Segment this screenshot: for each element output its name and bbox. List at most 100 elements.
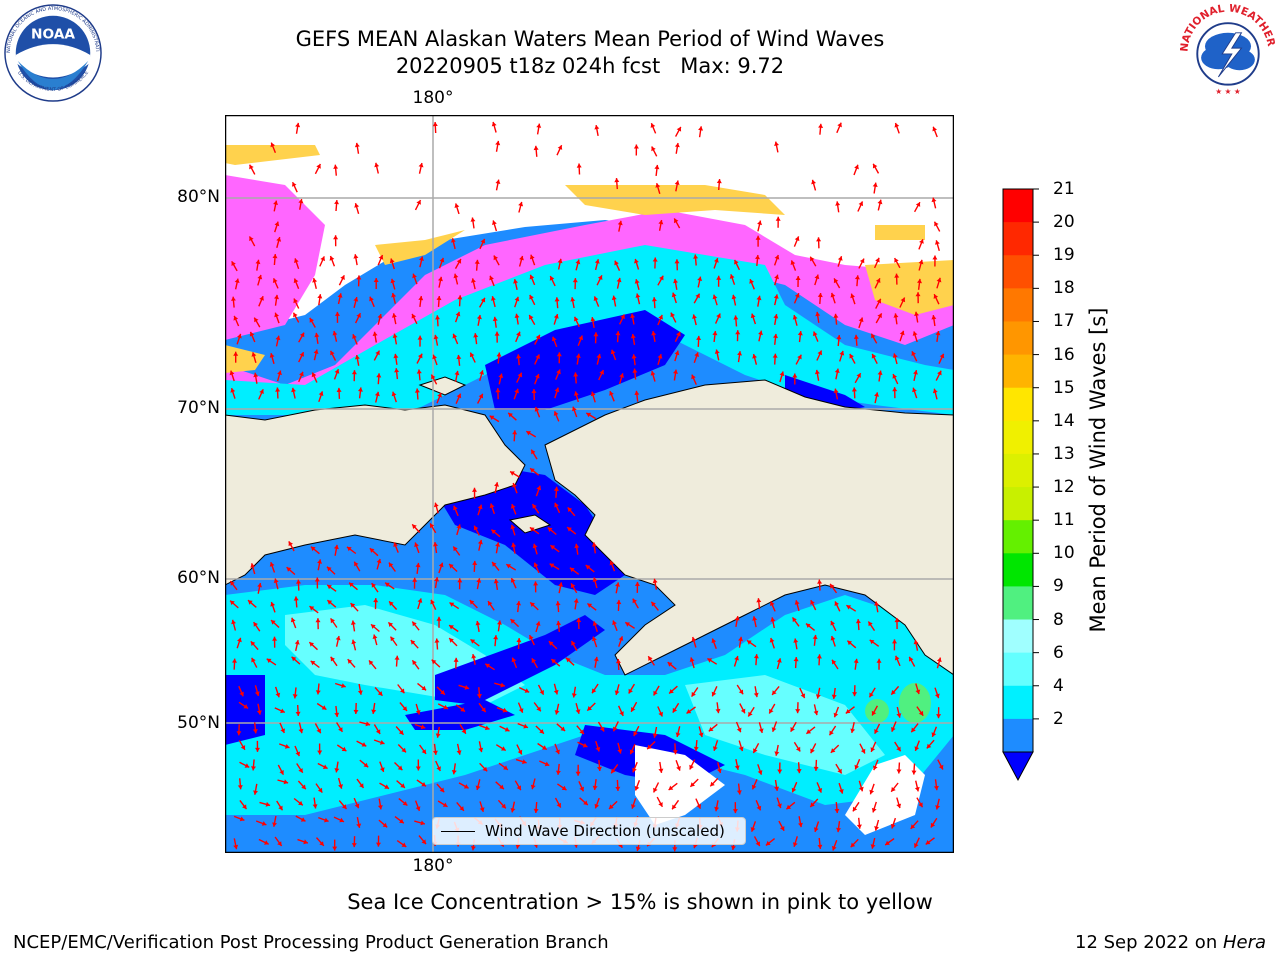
wave-direction-arrowhead (334, 768, 340, 773)
wave-direction-arrowhead (239, 691, 244, 697)
lat-label-50: 50°N (177, 713, 220, 733)
wave-direction-arrowhead (309, 317, 314, 323)
wave-direction-arrowhead (792, 315, 798, 320)
wave-direction-arrowhead (471, 654, 477, 659)
wave-direction-arrowhead (432, 354, 437, 360)
lon-label-bottom: 180° (412, 856, 454, 876)
wave-direction-arrowhead (249, 331, 255, 337)
wave-direction-arrowhead (620, 314, 625, 320)
wave-direction-arrowhead (891, 787, 896, 792)
wave-direction-arrowhead (837, 256, 843, 261)
wave-direction-arrowhead (572, 278, 578, 283)
wave-direction-arrowhead (530, 468, 535, 473)
wave-direction-arrowhead (536, 123, 542, 128)
wave-direction-arrowhead (271, 620, 276, 625)
wave-direction-arrowhead (299, 371, 304, 377)
wave-direction-arrowhead (651, 331, 657, 336)
wave-direction-arrowhead (711, 638, 717, 644)
wave-direction-arrowhead (628, 688, 633, 694)
wave-direction-arrowhead (793, 657, 799, 662)
wave-direction-arrowhead (769, 708, 774, 714)
wave-direction-arrowhead (369, 296, 374, 302)
wave-direction-arrowhead (234, 278, 240, 283)
wave-direction-arrowhead (333, 164, 339, 169)
wave-direction-arrowhead (698, 732, 704, 738)
wave-direction-arrowhead (529, 315, 534, 320)
wave-direction-arrowhead (874, 392, 879, 397)
wave-direction-arrowhead (391, 391, 397, 397)
wave-direction-arrowhead (609, 560, 615, 566)
wave-direction-arrowhead (756, 805, 762, 811)
wave-direction-arrowhead (579, 786, 584, 792)
wave-direction-arrowhead (515, 844, 521, 849)
wave-direction-arrowhead (693, 254, 699, 259)
wave-direction-arrowhead (852, 692, 858, 697)
wave-direction-arrowhead (369, 660, 374, 666)
wave-direction-arrowhead (747, 640, 752, 645)
wave-direction-arrowhead (253, 372, 259, 378)
wave-direction-arrowhead (846, 605, 852, 610)
wave-direction-arrowhead (870, 844, 876, 849)
wave-direction-arrowhead (251, 766, 256, 771)
wave-direction-arrowhead (619, 373, 624, 378)
wave-direction-arrowhead (516, 785, 521, 791)
wave-direction-arrowhead (625, 622, 630, 627)
wave-direction-arrowhead (449, 564, 454, 569)
wave-direction-arrowhead (397, 765, 403, 771)
wave-direction-arrowhead (518, 708, 524, 713)
wave-direction-arrowhead (853, 334, 859, 339)
wave-direction-arrowhead (431, 659, 437, 665)
wave-direction-arrowhead (810, 600, 815, 605)
wave-direction-arrowhead (531, 449, 536, 455)
wave-direction-arrowhead (774, 141, 779, 146)
wave-direction-arrowhead (461, 729, 466, 734)
wave-direction-arrowhead (909, 656, 914, 662)
wave-direction-arrowhead (674, 218, 679, 224)
wave-direction-arrowhead (615, 659, 621, 664)
wave-direction-arrowhead (617, 749, 623, 754)
wave-direction-arrowhead (502, 707, 508, 713)
wave-direction-arrowhead (691, 374, 696, 380)
wave-direction-arrowhead (612, 620, 617, 626)
wave-direction-arrowhead (542, 745, 547, 750)
wave-direction-arrowhead (591, 542, 597, 547)
wave-direction-arrowhead (463, 784, 469, 789)
wave-direction-arrowhead (817, 579, 823, 584)
wave-direction-arrowhead (291, 387, 296, 393)
wave-direction-arrowhead (273, 200, 278, 205)
wave-direction-arrowhead (274, 221, 280, 227)
wave-direction-arrowhead (832, 659, 837, 665)
wave-direction-arrowhead (354, 203, 360, 208)
wave-direction-arrowhead (372, 634, 378, 639)
wave-direction-arrowhead (470, 639, 476, 644)
wave-direction-arrowhead (494, 482, 499, 487)
wave-direction-arrowhead (516, 354, 521, 359)
wave-direction-arrowhead (755, 255, 760, 260)
wave-direction-arrowhead (558, 582, 563, 587)
wave-direction-arrowhead (555, 601, 561, 606)
wave-direction-arrowhead (254, 317, 259, 323)
wave-direction-arrowhead (672, 707, 678, 713)
wave-direction-arrowhead (244, 763, 250, 768)
wave-direction-arrowhead (873, 765, 878, 771)
wave-direction-arrowhead (694, 352, 699, 357)
wave-direction-arrowhead (440, 690, 445, 695)
wave-direction-arrowhead (489, 503, 495, 509)
wave-direction-arrowhead (794, 293, 800, 298)
wave-direction-arrowhead (854, 164, 859, 170)
wave-direction-arrowhead (357, 690, 363, 695)
wave-direction-arrowhead (417, 598, 423, 603)
wave-direction-arrowhead (712, 294, 718, 300)
wave-direction-arrowhead (695, 293, 700, 299)
wave-direction-arrowhead (690, 782, 695, 787)
wave-direction-arrowhead (420, 820, 425, 826)
colorbar-tick-label: 4 (1053, 675, 1064, 696)
wave-direction-arrowhead (834, 808, 840, 814)
wave-direction-arrowhead (551, 336, 557, 342)
wave-direction-arrowhead (255, 747, 260, 752)
colorbar-label: Mean Period of Wind Waves [s] (1086, 307, 1110, 633)
footer-machine: Hera (1222, 932, 1266, 953)
wave-direction-arrowhead (736, 790, 742, 795)
wave-direction-arrowhead (635, 846, 641, 851)
wave-direction-arrowhead (356, 275, 362, 280)
